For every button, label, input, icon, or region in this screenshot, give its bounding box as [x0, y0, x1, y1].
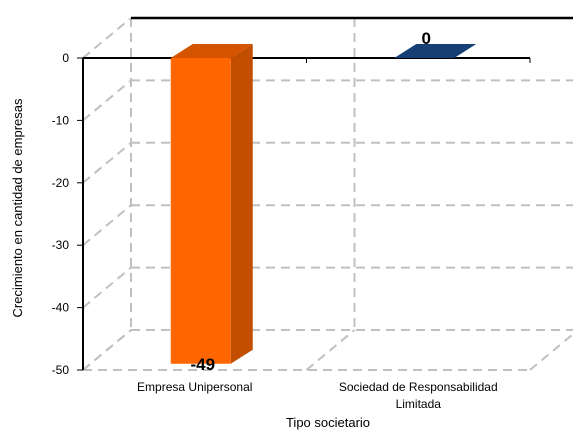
x-tick-label: Sociedad de Responsabilidad	[339, 380, 498, 394]
x-axis-title: Tipo societario	[286, 415, 370, 430]
gridline-diagonal	[82, 266, 132, 309]
bar	[170, 58, 231, 364]
x-tick-label: Limitada	[396, 397, 442, 411]
bar-top-face	[394, 44, 477, 58]
gridline-diagonal	[82, 204, 132, 246]
data-label: -49	[190, 355, 215, 374]
y-tick-label: -50	[52, 363, 70, 377]
labels: 0 -10 -20 -30 -40 -50 -49 0 Empresa Unipersonal S…	[52, 29, 498, 411]
y-tick-label: -30	[52, 238, 70, 252]
y-tick-label: -40	[52, 301, 70, 315]
gridline-diagonal	[82, 142, 132, 184]
bar-top-face	[170, 44, 253, 58]
y-axis-title: Crecimiento en cantidad de empresas	[10, 98, 25, 317]
data-label: 0	[422, 29, 431, 48]
y-tick-label: 0	[62, 51, 69, 65]
gridline-floor	[305, 329, 356, 371]
bar-side-face	[230, 44, 253, 364]
bars	[170, 44, 477, 364]
x-tick-label: Empresa Unipersonal	[137, 380, 252, 394]
gridlines	[82, 17, 573, 371]
y-tick-label: -10	[52, 113, 70, 127]
gridline-diagonal	[82, 17, 132, 59]
y-tick-label: -20	[52, 176, 70, 190]
gridline-floor	[82, 329, 132, 371]
gridline-floor	[529, 332, 573, 371]
gridline-diagonal	[82, 79, 132, 122]
axes	[77, 16, 573, 371]
